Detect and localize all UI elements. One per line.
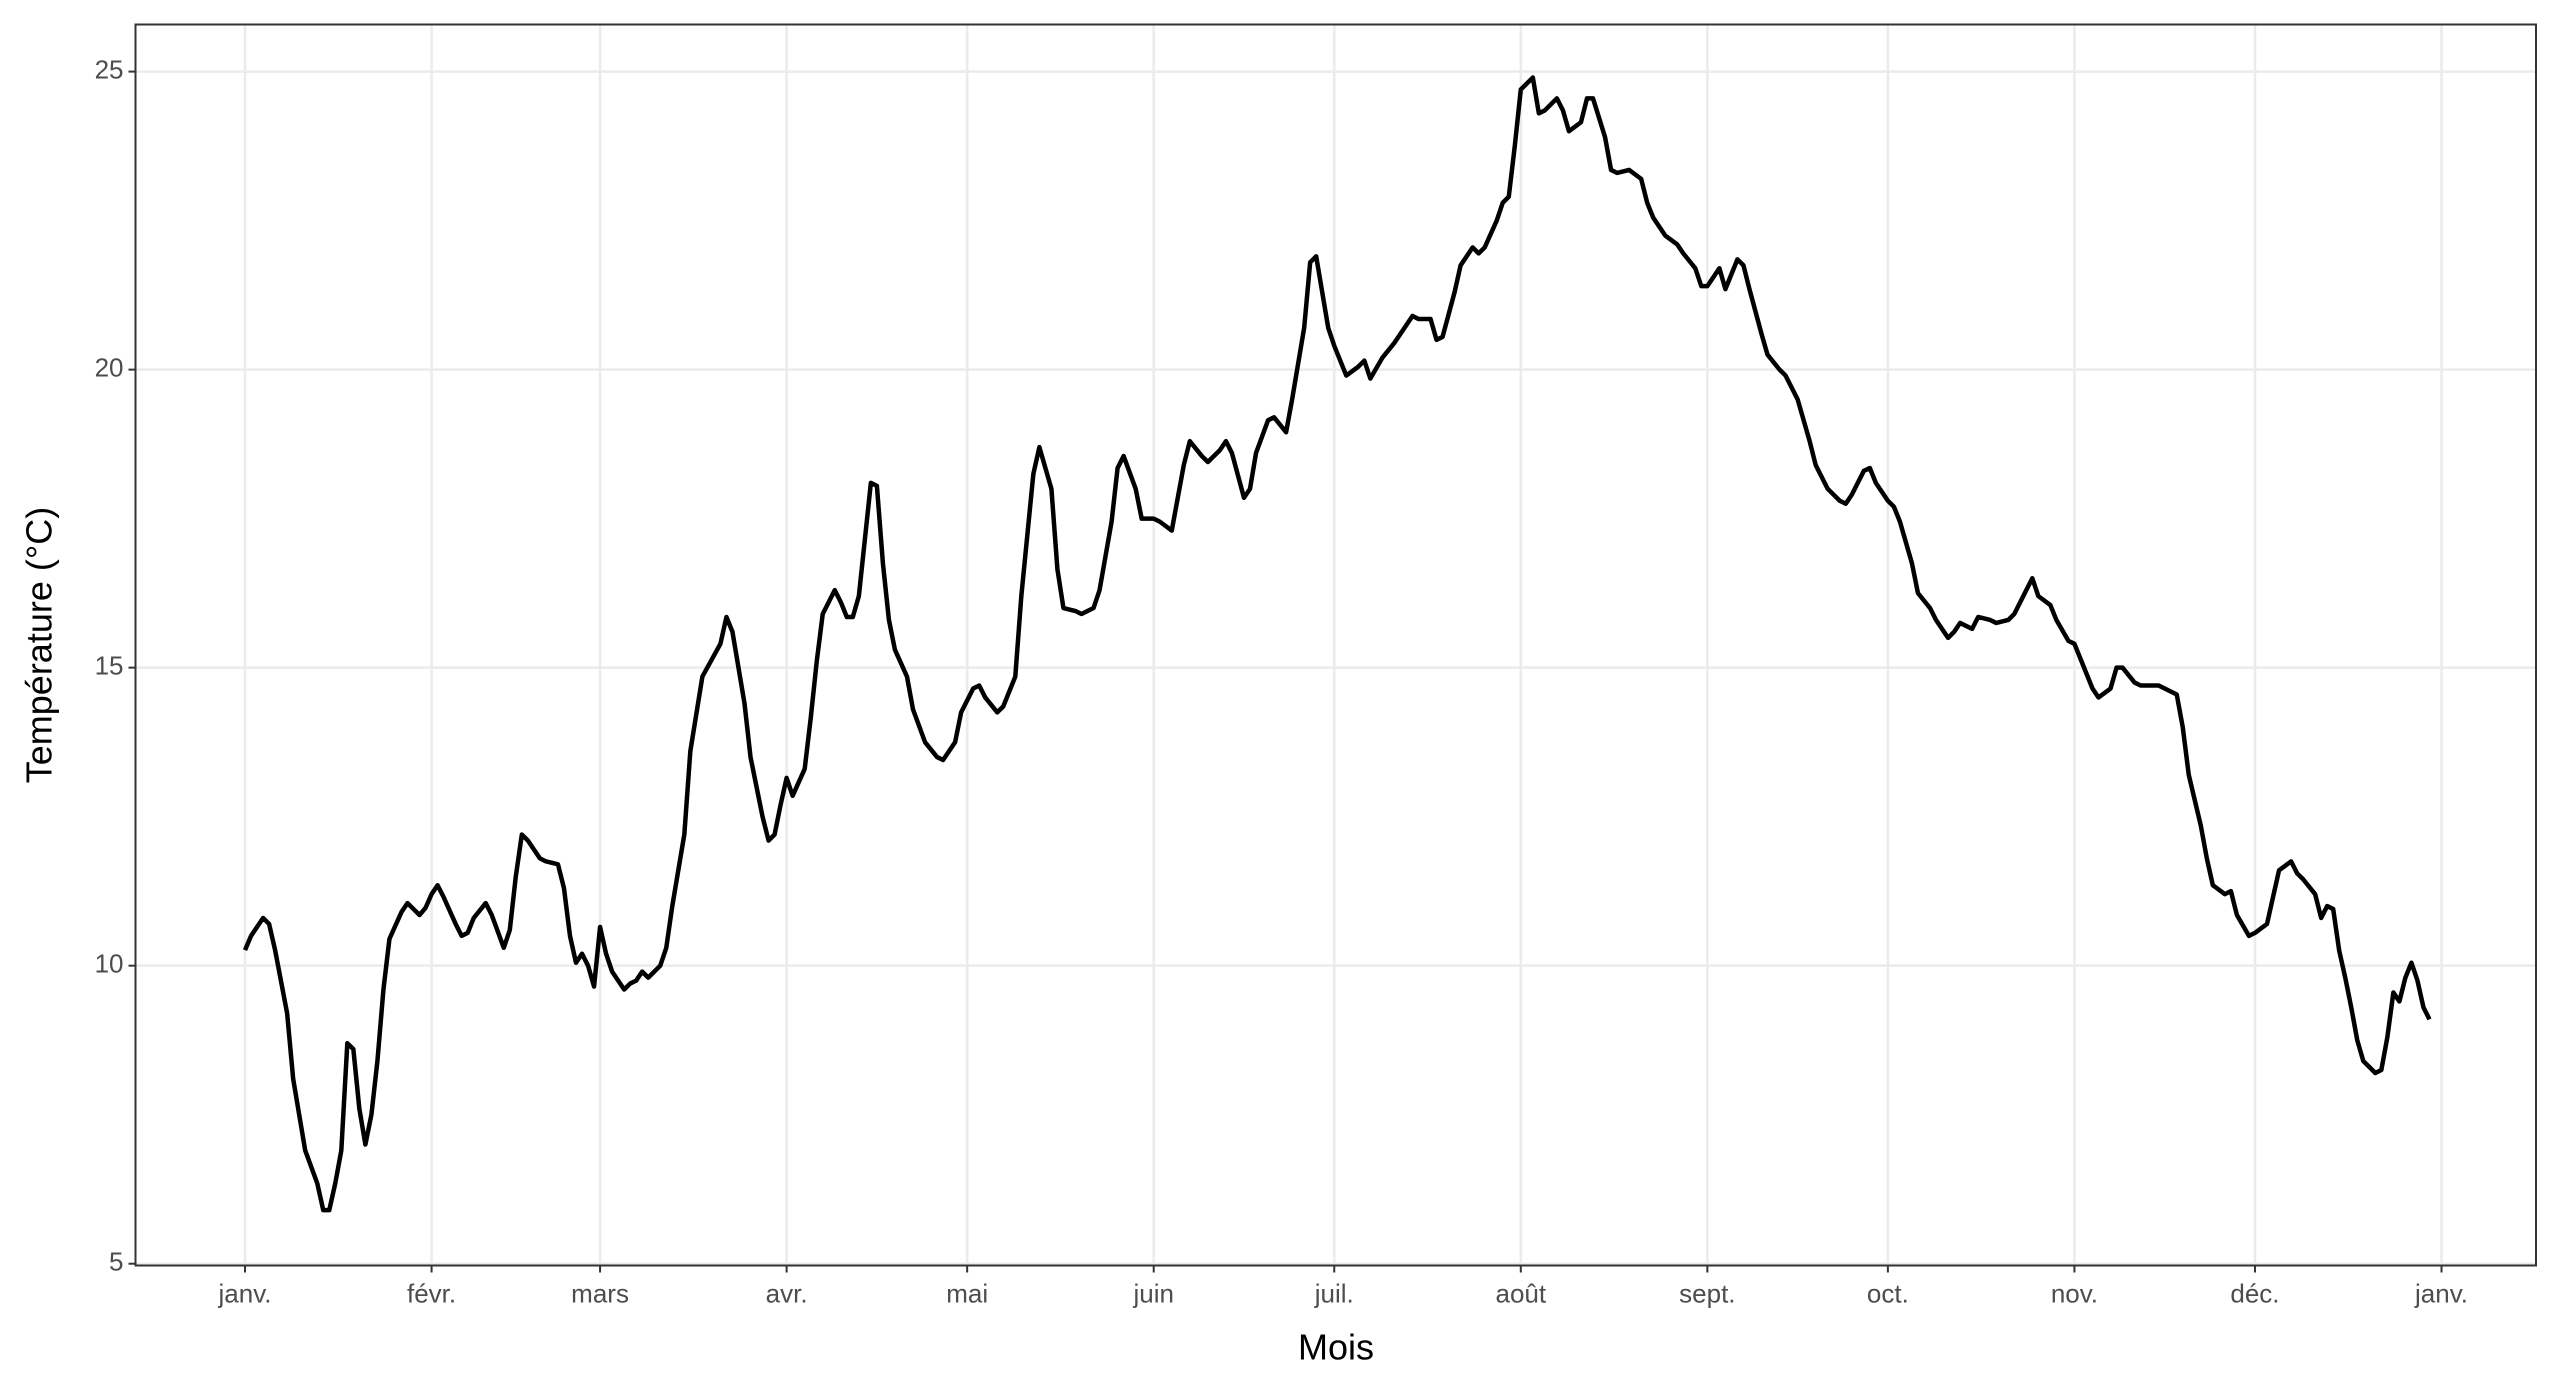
x-tick-label: août (1495, 1278, 1546, 1308)
y-tick-label: 20 (95, 352, 124, 382)
x-tick-label: juin (1132, 1278, 1173, 1308)
y-tick-label: 25 (95, 54, 124, 84)
x-tick-label: avr. (766, 1278, 808, 1308)
y-tick-label: 5 (109, 1247, 123, 1277)
plot-frame (134, 23, 2537, 1267)
y-tick-label: 15 (95, 651, 124, 681)
x-tick-label: déc. (2230, 1278, 2279, 1308)
x-tick-label: mars (571, 1278, 629, 1308)
x-tick-label: nov. (2051, 1278, 2098, 1308)
x-tick-label: janv. (2414, 1278, 2468, 1308)
x-tick-label: sept. (1679, 1278, 1735, 1308)
x-tick-label: janv. (218, 1278, 272, 1308)
line (242, 75, 2432, 1213)
x-tick-label: juil. (1314, 1278, 1354, 1308)
x-tick-label: mai (946, 1278, 988, 1308)
x-tick-label: oct. (1867, 1278, 1909, 1308)
x-axis-title: Mois (1298, 1327, 1374, 1368)
y-tick-label: 10 (95, 949, 124, 979)
y-axis-title: Température (°C) (19, 507, 60, 783)
x-tick-label: févr. (407, 1278, 456, 1308)
